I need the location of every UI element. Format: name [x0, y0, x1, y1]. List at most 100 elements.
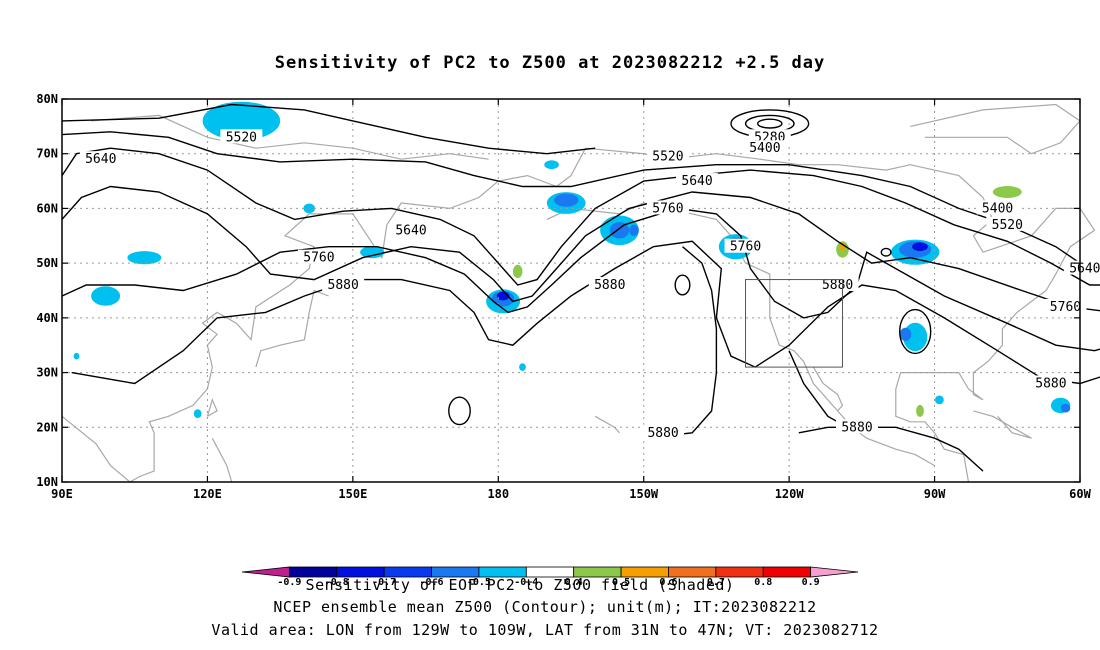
- shaded-patch: [629, 224, 639, 236]
- contour-label: 5880: [328, 278, 359, 293]
- shaded-patch: [91, 286, 121, 306]
- x-tick-label: 120E: [193, 487, 222, 501]
- contour-label: 5520: [992, 218, 1023, 233]
- contour-label: 5640: [681, 174, 712, 189]
- footer-line-2: NCEP ensemble mean Z500 (Contour); unit(…: [273, 598, 816, 616]
- contour-label: 5520: [652, 149, 683, 164]
- shaded-patch: [1060, 403, 1071, 413]
- contour-label: 5880: [594, 278, 625, 293]
- shaded-patch: [916, 404, 924, 417]
- contour-label-bg: [588, 277, 631, 292]
- shaded-patch: [544, 160, 559, 170]
- y-tick-label: 10N: [36, 475, 58, 489]
- contour-label-bg: [646, 148, 689, 163]
- y-tick-label: 30N: [36, 366, 58, 380]
- contour-label: 5760: [1050, 300, 1081, 315]
- contour-line: [667, 246, 718, 437]
- y-tick-label: 40N: [36, 311, 58, 325]
- contour-label: 5640: [1069, 262, 1100, 277]
- contour-line: [61, 103, 596, 155]
- contour-label: 5760: [652, 201, 683, 216]
- shaded-patch: [912, 242, 928, 252]
- z500-contours: [61, 103, 1100, 472]
- y-tick-label: 60N: [36, 201, 58, 215]
- contour-label-bg: [1044, 298, 1087, 313]
- shaded-patch: [193, 409, 202, 418]
- coastline-segment: [61, 174, 557, 483]
- coastline-segment: [211, 437, 233, 483]
- contour-label: 5760: [303, 251, 334, 266]
- coastline-segment: [206, 398, 218, 417]
- contour-label: 5880: [1035, 377, 1066, 392]
- contour-label: 5640: [85, 152, 116, 167]
- x-axis-ticks: 90E 120E 150E 180 150W 120W 90W 60W: [51, 99, 1092, 501]
- shaded-patch: [512, 264, 523, 278]
- coastline-segment: [812, 366, 844, 412]
- contour-label-bg: [646, 200, 689, 215]
- contour-label: 5520: [226, 130, 257, 145]
- contour-label: 5880: [647, 426, 678, 441]
- colorbar-end-low: [241, 566, 290, 578]
- colorbar-label: -0.4: [514, 577, 538, 588]
- contour-ring: [674, 274, 691, 296]
- contour-label-bg: [322, 277, 365, 292]
- contour-line: [61, 185, 1100, 312]
- footer-line-3: Valid area: LON from 129W to 109W, LAT f…: [211, 621, 878, 639]
- contour-label-bg: [743, 140, 786, 155]
- y-tick-label: 50N: [36, 256, 58, 270]
- contour-label-bg: [724, 238, 767, 253]
- x-tick-label: 180: [487, 487, 509, 501]
- colorbar-swatch: [762, 566, 812, 578]
- contour-line: [71, 240, 1100, 385]
- colorbar-label: 0.7: [707, 577, 725, 588]
- coastline-segment: [910, 103, 1081, 155]
- contour-label-bg: [976, 200, 1019, 215]
- colorbar-label: -0.9: [277, 577, 301, 588]
- coastlines: [61, 103, 1096, 483]
- contour-ring: [899, 308, 932, 355]
- shaded-patch: [554, 193, 579, 207]
- footer-text: Sensitivity of EOF PC2 to Z500 field (Sh…: [211, 576, 878, 639]
- colorbar: -0.9 -0.8 -0.7 -0.6 -0.5 -0.4 0.4 0.5 0.6 0.7 0.8 0…: [241, 566, 859, 588]
- coastline-segment: [973, 410, 1032, 439]
- contour-label-bg: [297, 249, 340, 264]
- y-tick-label: 80N: [36, 92, 58, 106]
- contour-label-bg: [676, 173, 719, 188]
- shaded-patch: [519, 363, 526, 371]
- shaded-patch: [609, 222, 630, 239]
- x-tick-label: 90E: [51, 487, 73, 501]
- coastline-segment: [91, 114, 489, 160]
- contour-ring: [880, 247, 892, 257]
- y-tick-label: 20N: [36, 420, 58, 434]
- x-tick-label: 60W: [1069, 487, 1091, 501]
- coastline-segment: [556, 147, 587, 187]
- contour-label-bg: [748, 129, 791, 144]
- contour-label-bg: [79, 151, 122, 166]
- y-axis-ticks: 10N 20N 30N 40N 50N 60N 70N 80N: [36, 92, 1080, 489]
- x-tick-label: 120W: [775, 487, 805, 501]
- contour-line: [61, 147, 1100, 286]
- colorbar-label: 0.5: [612, 577, 630, 588]
- contour-line: [798, 426, 984, 472]
- grid-lines: [62, 99, 1080, 482]
- contour-label-bg: [1063, 260, 1100, 275]
- colorbar-label: 0.9: [802, 577, 820, 588]
- shaded-patch: [899, 327, 912, 341]
- contour-label: 5640: [395, 223, 426, 238]
- x-tick-label: 150E: [338, 487, 367, 501]
- footer-line-1: Sensitivity of EOF PC2 to Z500 field (Sh…: [306, 576, 735, 594]
- contour-label: 5400: [749, 141, 780, 156]
- contour-label-bg: [642, 424, 685, 439]
- x-tick-label: 150W: [629, 487, 659, 501]
- plot-background: [62, 99, 1080, 482]
- contour-label-bg: [836, 419, 879, 434]
- shaded-patch: [935, 395, 944, 405]
- x-tick-label: 90W: [924, 487, 946, 501]
- contour-ring: [757, 118, 783, 129]
- contour-label-bg: [220, 129, 263, 144]
- colorbar-label: 0.4: [565, 577, 583, 588]
- contour-labels: 5520564056405760588052805400552056405760…: [79, 129, 1100, 441]
- colorbar-label: -0.6: [419, 577, 443, 588]
- contour-label-bg: [1029, 375, 1072, 390]
